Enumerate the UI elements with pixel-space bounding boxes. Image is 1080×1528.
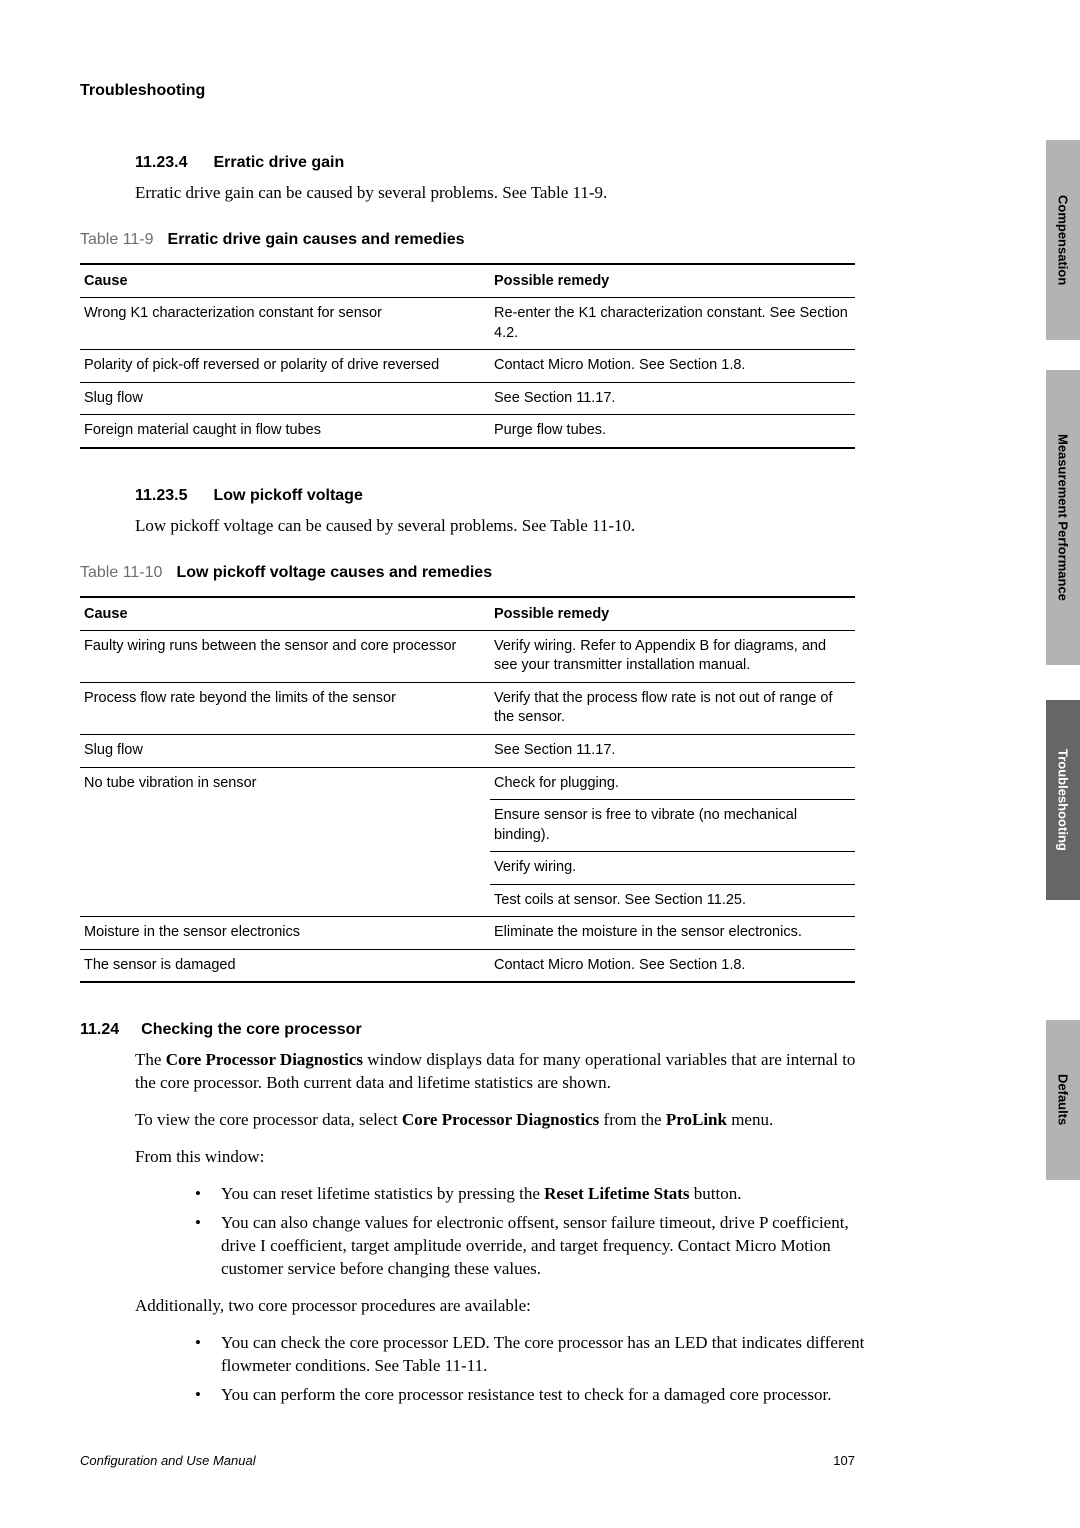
- section-title: Erratic drive gain: [214, 154, 345, 171]
- cell: See Section 11.17.: [490, 734, 855, 767]
- table-number: Table 11-10: [80, 564, 162, 582]
- text-bold: Core Processor Diagnostics: [166, 1050, 363, 1069]
- cell: Slug flow: [80, 382, 490, 415]
- table-row: Slug flowSee Section 11.17.: [80, 382, 855, 415]
- cell: Contact Micro Motion. See Section 1.8.: [490, 350, 855, 383]
- cell: Ensure sensor is free to vibrate (no mec…: [490, 800, 855, 852]
- table-row: Faulty wiring runs between the sensor an…: [80, 630, 855, 682]
- cell: Wrong K1 characterization constant for s…: [80, 297, 490, 349]
- cell: Verify that the process flow rate is not…: [490, 682, 855, 734]
- section-number: 11.24: [80, 1021, 119, 1039]
- list-item: You can perform the core processor resis…: [195, 1384, 880, 1407]
- text-bold: Reset Lifetime Stats: [544, 1184, 689, 1203]
- text: menu.: [727, 1110, 773, 1129]
- table-row: The sensor is damagedContact Micro Motio…: [80, 949, 855, 982]
- text: button.: [690, 1184, 742, 1203]
- list-item: You can reset lifetime statistics by pre…: [195, 1183, 880, 1206]
- table-row: Wrong K1 characterization constant for s…: [80, 297, 855, 349]
- table-header-cause: Cause: [80, 597, 490, 631]
- table-header-remedy: Possible remedy: [490, 597, 855, 631]
- list-item: You can also change values for electroni…: [195, 1212, 880, 1281]
- section-paragraph: From this window:: [135, 1146, 880, 1169]
- section-heading-11-23-4: 11.23.4 Erratic drive gain: [135, 154, 880, 172]
- section-paragraph: The Core Processor Diagnostics window di…: [135, 1049, 880, 1095]
- section-body-text: Erratic drive gain can be caused by seve…: [135, 182, 880, 205]
- page-footer: Configuration and Use Manual 107: [80, 1453, 855, 1468]
- table-row: Moisture in the sensor electronicsElimin…: [80, 917, 855, 950]
- cell: Verify wiring.: [490, 852, 855, 885]
- page-header-title: Troubleshooting: [80, 82, 880, 100]
- section-title: Checking the core processor: [141, 1021, 362, 1038]
- footer-doc-title: Configuration and Use Manual: [80, 1453, 256, 1468]
- sidebar-tab-troubleshooting[interactable]: Troubleshooting: [1046, 700, 1080, 900]
- cell: Test coils at sensor. See Section 11.25.: [490, 884, 855, 917]
- list-item: You can check the core processor LED. Th…: [195, 1332, 880, 1378]
- table-row: No tube vibration in sensorCheck for plu…: [80, 767, 855, 800]
- sidebar-tabs: Compensation Measurement Performance Tro…: [880, 0, 1080, 1528]
- cell: Polarity of pick-off reversed or polarit…: [80, 350, 490, 383]
- cell: See Section 11.17.: [490, 382, 855, 415]
- cell: Re-enter the K1 characterization constan…: [490, 297, 855, 349]
- cell: Faulty wiring runs between the sensor an…: [80, 630, 490, 682]
- table-row: Polarity of pick-off reversed or polarit…: [80, 350, 855, 383]
- section-heading-11-24: 11.24 Checking the core processor: [80, 1021, 880, 1039]
- table-11-10: Cause Possible remedy Faulty wiring runs…: [80, 596, 855, 984]
- cell: Eliminate the moisture in the sensor ele…: [490, 917, 855, 950]
- sidebar-tab-compensation[interactable]: Compensation: [1046, 140, 1080, 340]
- section-paragraph: To view the core processor data, select …: [135, 1109, 880, 1132]
- cell: Process flow rate beyond the limits of t…: [80, 682, 490, 734]
- text: The: [135, 1050, 166, 1069]
- cell: No tube vibration in sensor: [80, 767, 490, 917]
- section-paragraph: Additionally, two core processor procedu…: [135, 1295, 880, 1318]
- cell: Purge flow tubes.: [490, 415, 855, 448]
- cell: Foreign material caught in flow tubes: [80, 415, 490, 448]
- cell: Check for plugging.: [490, 767, 855, 800]
- sidebar-tab-measurement-performance[interactable]: Measurement Performance: [1046, 370, 1080, 665]
- sidebar-tab-defaults[interactable]: Defaults: [1046, 1020, 1080, 1180]
- table-number: Table 11-9: [80, 231, 154, 249]
- bullet-list: You can check the core processor LED. Th…: [195, 1332, 880, 1407]
- table-title: Erratic drive gain causes and remedies: [168, 231, 465, 248]
- table-row: Slug flowSee Section 11.17.: [80, 734, 855, 767]
- cell: Moisture in the sensor electronics: [80, 917, 490, 950]
- section-heading-11-23-5: 11.23.5 Low pickoff voltage: [135, 487, 880, 505]
- section-title: Low pickoff voltage: [214, 487, 363, 504]
- table-header-cause: Cause: [80, 264, 490, 298]
- cell: Slug flow: [80, 734, 490, 767]
- table-caption-11-10: Table 11-10 Low pickoff voltage causes an…: [80, 564, 880, 582]
- text: from the: [599, 1110, 666, 1129]
- table-row: Foreign material caught in flow tubesPur…: [80, 415, 855, 448]
- section-body-text: Low pickoff voltage can be caused by sev…: [135, 515, 880, 538]
- table-caption-11-9: Table 11-9 Erratic drive gain causes and …: [80, 231, 880, 249]
- text-bold: Core Processor Diagnostics: [402, 1110, 599, 1129]
- footer-page-number: 107: [833, 1453, 855, 1468]
- text: You can reset lifetime statistics by pre…: [221, 1184, 544, 1203]
- table-title: Low pickoff voltage causes and remedies: [176, 564, 492, 581]
- cell: The sensor is damaged: [80, 949, 490, 982]
- section-number: 11.23.4: [135, 154, 188, 172]
- bullet-list: You can reset lifetime statistics by pre…: [195, 1183, 880, 1281]
- cell: Contact Micro Motion. See Section 1.8.: [490, 949, 855, 982]
- cell: Verify wiring. Refer to Appendix B for d…: [490, 630, 855, 682]
- table-row: Process flow rate beyond the limits of t…: [80, 682, 855, 734]
- text: To view the core processor data, select: [135, 1110, 402, 1129]
- section-number: 11.23.5: [135, 487, 188, 505]
- text-bold: ProLink: [666, 1110, 727, 1129]
- table-11-9: Cause Possible remedy Wrong K1 character…: [80, 263, 855, 449]
- table-header-remedy: Possible remedy: [490, 264, 855, 298]
